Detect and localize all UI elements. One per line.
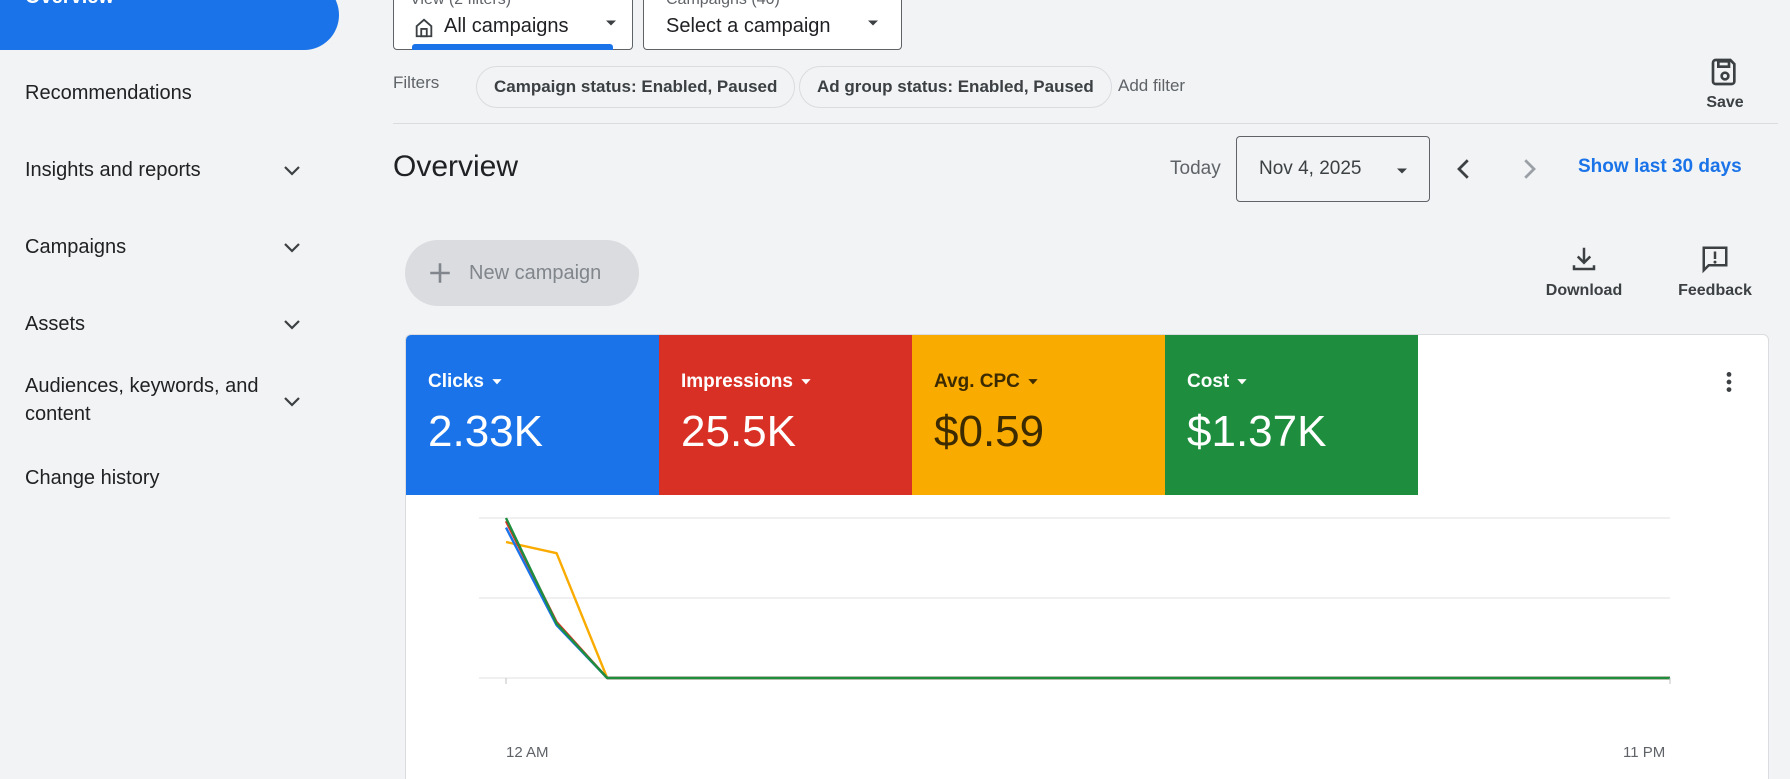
sidebar-item-overview[interactable]: Overview bbox=[0, 0, 339, 50]
caret-down-icon bbox=[801, 379, 811, 385]
metric-cost[interactable]: Cost $1.37K bbox=[1165, 335, 1418, 495]
download-button[interactable]: Download bbox=[1544, 244, 1624, 300]
download-label: Download bbox=[1545, 282, 1623, 299]
chevron-down-icon[interactable] bbox=[280, 158, 304, 182]
sidebar-item-campaigns[interactable]: Campaigns bbox=[25, 236, 127, 258]
caret-down-icon bbox=[1028, 379, 1038, 385]
metric-impressions[interactable]: Impressions 25.5K bbox=[659, 335, 912, 495]
chevron-right-icon bbox=[1524, 159, 1536, 179]
save-icon bbox=[1711, 58, 1736, 86]
new-campaign-label: New campaign bbox=[469, 262, 602, 284]
date-range-picker[interactable]: Nov 4, 2025 bbox=[1236, 136, 1430, 202]
campaign-selector-label: Campaigns (40) bbox=[666, 0, 780, 9]
view-selector-label: View (2 filters) bbox=[410, 0, 511, 9]
view-selector-value: All campaigns bbox=[444, 15, 569, 37]
caret-down-icon bbox=[606, 20, 616, 26]
series-line bbox=[504, 520, 1670, 680]
caret-down-icon bbox=[1397, 168, 1407, 174]
caret-down-icon bbox=[492, 379, 502, 385]
chevron-down-icon[interactable] bbox=[280, 235, 304, 259]
download-icon bbox=[1572, 247, 1596, 271]
page-title: Overview bbox=[393, 150, 519, 183]
sidebar-item-label: Audiences, keywords, and bbox=[25, 375, 259, 397]
next-period-button[interactable] bbox=[1514, 154, 1544, 184]
caret-down-icon bbox=[868, 20, 878, 26]
sidebar: Overview Recommendations Insights and re… bbox=[0, 0, 360, 779]
x-tick-label: 12 AM bbox=[506, 744, 549, 761]
chevron-down-icon[interactable] bbox=[280, 312, 304, 336]
sidebar-item-assets[interactable]: Assets bbox=[25, 313, 86, 335]
metric-clicks[interactable]: Clicks 2.33K bbox=[406, 335, 659, 495]
plus-icon bbox=[430, 263, 450, 283]
storefront-icon bbox=[415, 18, 433, 38]
sidebar-item-recommendations[interactable]: Recommendations bbox=[25, 82, 192, 104]
campaign-selector-value: Select a campaign bbox=[666, 15, 831, 37]
add-filter-button[interactable]: Add filter bbox=[1118, 76, 1186, 95]
metric-selector[interactable]: Clicks bbox=[428, 371, 504, 393]
metric-selector[interactable]: Avg. CPC bbox=[934, 371, 1040, 393]
divider bbox=[393, 123, 1778, 124]
view-selector[interactable]: View (2 filters) All campaigns bbox=[393, 0, 633, 50]
previous-period-button[interactable] bbox=[1449, 154, 1479, 184]
feedback-label: Feedback bbox=[1678, 282, 1752, 299]
sidebar-item-audiences[interactable]: Audiences, keywords, and content bbox=[25, 372, 258, 428]
new-campaign-button[interactable]: New campaign bbox=[405, 240, 639, 306]
sidebar-item-insights-and-reports[interactable]: Insights and reports bbox=[25, 159, 201, 181]
caret-down-icon bbox=[1237, 379, 1247, 385]
date-value: Nov 4, 2025 bbox=[1259, 158, 1362, 179]
metric-value: 25.5K bbox=[681, 407, 796, 456]
metric-label: Cost bbox=[1187, 371, 1230, 392]
sidebar-item-label: Overview bbox=[25, 0, 114, 8]
x-tick-label: 11 PM bbox=[1623, 744, 1666, 761]
series-line bbox=[505, 540, 1670, 680]
metric-label: Clicks bbox=[428, 371, 484, 392]
metric-label: Avg. CPC bbox=[934, 371, 1020, 392]
show-last-30-days-link[interactable]: Show last 30 days bbox=[1578, 156, 1742, 177]
today-label: Today bbox=[1170, 158, 1221, 179]
feedback-button[interactable]: Feedback bbox=[1674, 244, 1756, 300]
metric-avg-cpc[interactable]: Avg. CPC $0.59 bbox=[912, 335, 1165, 495]
metric-selector[interactable]: Cost bbox=[1187, 371, 1249, 393]
metric-value: 2.33K bbox=[428, 407, 543, 456]
metric-value: $1.37K bbox=[1187, 407, 1327, 456]
metric-value: $0.59 bbox=[934, 407, 1045, 456]
sidebar-item-label: content bbox=[25, 403, 91, 425]
more-options-icon[interactable] bbox=[1716, 369, 1742, 395]
sidebar-item-change-history[interactable]: Change history bbox=[25, 467, 160, 489]
chevron-down-icon[interactable] bbox=[280, 389, 304, 413]
selector-active-indicator bbox=[412, 44, 613, 50]
filter-chip-campaign-status[interactable]: Campaign status: Enabled, Paused bbox=[476, 66, 796, 108]
save-label: Save bbox=[1706, 94, 1744, 111]
filter-chip-ad-group-status[interactable]: Ad group status: Enabled, Paused bbox=[799, 66, 1112, 108]
performance-card: Clicks 2.33K Impressions 25.5K Avg. CPC … bbox=[405, 334, 1769, 779]
chevron-left-icon bbox=[1457, 159, 1469, 179]
performance-chart bbox=[479, 517, 1671, 684]
filters-label: Filters bbox=[393, 73, 440, 92]
save-button[interactable]: Save bbox=[1700, 56, 1750, 112]
series-line bbox=[504, 517, 1670, 680]
metric-selector[interactable]: Impressions bbox=[681, 371, 813, 393]
feedback-icon bbox=[1702, 246, 1728, 274]
series-line bbox=[504, 527, 1670, 680]
campaign-selector[interactable]: Campaigns (40) Select a campaign bbox=[643, 0, 902, 50]
metric-label: Impressions bbox=[681, 371, 793, 392]
